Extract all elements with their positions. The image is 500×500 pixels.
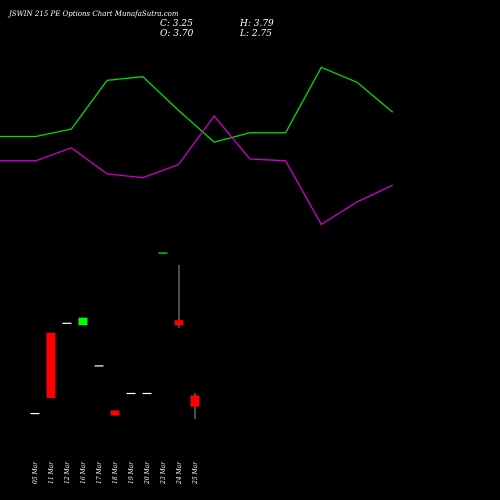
candle-body (94, 365, 104, 367)
chart-title: JSWIN 215 PE Options Chart MunafaSutra.c… (7, 10, 179, 18)
candle-body (62, 322, 72, 324)
candle (30, 412, 40, 415)
candle-body (46, 332, 56, 398)
date-label: 11 Mar (48, 461, 55, 484)
candle-body (158, 252, 168, 254)
date-label: 23 Mar (160, 461, 167, 485)
date-label: 17 Mar (96, 461, 103, 484)
candle (110, 410, 120, 416)
indicator-line-2 (0, 114, 393, 226)
candle (62, 322, 72, 324)
indicator-line-1 (0, 66, 394, 143)
date-label: 12 Mar (64, 461, 71, 484)
candle (174, 265, 184, 328)
date-label: 24 Mar (176, 461, 183, 485)
candle (190, 393, 200, 420)
candles (30, 252, 200, 420)
high-label: H: 3.79 (239, 19, 274, 29)
candle-body (142, 392, 152, 395)
date-label: 19 Mar (128, 461, 135, 484)
candle-body (190, 395, 200, 407)
open-label: O: 3.70 (160, 29, 194, 39)
candle-body (30, 412, 40, 415)
candle (158, 252, 168, 254)
candle (94, 365, 104, 367)
low-label: L: 2.75 (239, 29, 272, 39)
candle (78, 317, 88, 326)
date-label: 20 Mar (144, 461, 151, 485)
close-label: C: 3.25 (160, 19, 193, 29)
candle-body (174, 320, 184, 326)
date-axis: 05 Mar 11 Mar 12 Mar 16 Mar 17 Mar 18 Mar 19 M… (32, 461, 199, 485)
indicator-lines (0, 66, 394, 226)
date-label: 25 Mar (192, 461, 199, 485)
date-label: 16 Mar (80, 461, 87, 484)
candle (142, 392, 152, 395)
candle-body (126, 392, 136, 395)
date-label: 05 Mar (32, 461, 39, 484)
candle (46, 332, 56, 398)
candle (126, 392, 136, 395)
date-label: 18 Mar (112, 461, 119, 484)
candle-body (78, 317, 88, 326)
candle-body (110, 410, 120, 416)
